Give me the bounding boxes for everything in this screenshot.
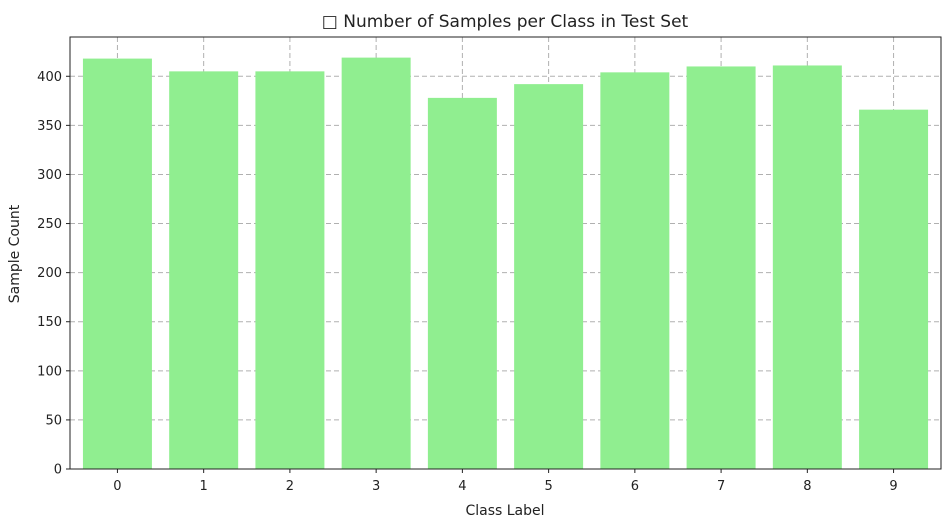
- bar-class-5: [514, 84, 584, 470]
- x-tick-label: 2: [286, 479, 294, 494]
- chart-title: □ Number of Samples per Class in Test Se…: [322, 12, 689, 32]
- y-tick-label: 300: [37, 168, 62, 183]
- y-tick-label: 100: [37, 364, 62, 379]
- x-tick-label: 5: [544, 479, 552, 494]
- bar-class-8: [772, 65, 842, 470]
- y-tick-label: 350: [37, 119, 62, 134]
- x-axis-label: Class Label: [465, 503, 544, 519]
- plot-frame: [69, 36, 942, 470]
- bar-class-3: [341, 57, 411, 469]
- bar-class-6: [600, 72, 670, 469]
- y-tick-label: 400: [37, 70, 62, 85]
- y-axis-label: Sample Count: [7, 204, 23, 303]
- bar-class-9: [859, 109, 929, 470]
- x-tick-label: 6: [631, 479, 639, 494]
- bar-class-1: [169, 71, 239, 469]
- x-tick-label: 8: [803, 479, 811, 494]
- x-tick-label: 7: [717, 479, 725, 494]
- y-tick-label: 200: [37, 266, 62, 281]
- x-tick-label: 1: [200, 479, 208, 494]
- y-tick-label: 50: [45, 413, 62, 428]
- x-tick-label: 3: [372, 479, 380, 494]
- bar-class-7: [686, 66, 756, 470]
- bars: [82, 57, 929, 470]
- x-tick-label: 9: [889, 479, 897, 494]
- x-tick-label: 4: [458, 479, 466, 494]
- y-tick-label: 150: [37, 315, 62, 330]
- bar-class-4: [427, 97, 497, 469]
- y-tick-label: 0: [54, 463, 62, 478]
- x-tick-label: 0: [113, 479, 121, 494]
- y-tick-label: 250: [37, 217, 62, 232]
- bar-class-0: [82, 58, 152, 469]
- y-axis: 0 50 100 150 200 250 300 350 400: [37, 70, 70, 478]
- bar-class-2: [255, 71, 325, 469]
- x-axis: 0 1 2 3 4 5 6 7 8 9: [113, 469, 898, 494]
